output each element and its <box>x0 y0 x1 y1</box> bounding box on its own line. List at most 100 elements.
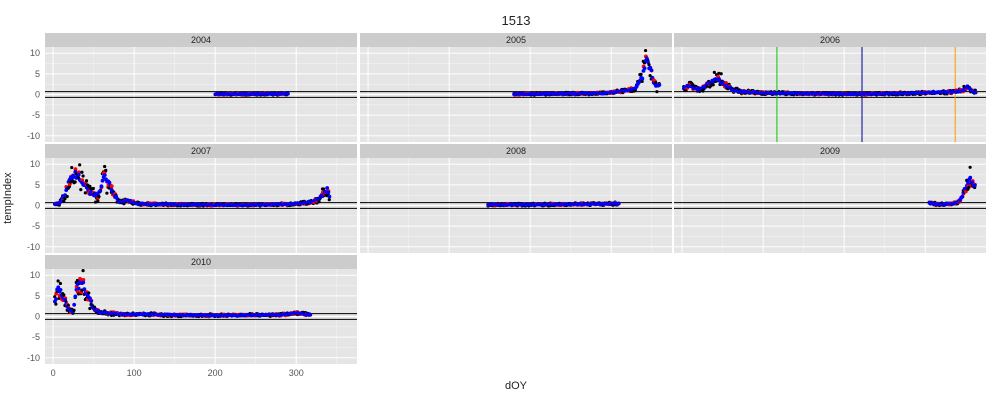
point-blue <box>72 302 77 307</box>
x-axis-title: dOY <box>505 380 528 392</box>
point-black <box>63 197 67 201</box>
point-black <box>80 170 84 174</box>
point-black <box>96 199 100 203</box>
point-blue <box>326 190 331 195</box>
point-black <box>66 303 70 308</box>
point-black <box>712 70 716 74</box>
point-black <box>640 79 644 84</box>
facet-strip <box>45 33 357 47</box>
data-points <box>52 163 332 208</box>
point-black <box>88 306 92 311</box>
point-red <box>109 184 114 189</box>
point-black <box>103 164 107 169</box>
point-blue <box>640 76 645 81</box>
facet-strip <box>674 33 986 47</box>
point-black <box>968 165 972 169</box>
point-black <box>88 184 92 188</box>
point-black <box>87 291 91 295</box>
facet-strip-label: 2010 <box>191 257 211 267</box>
point-blue <box>327 194 332 199</box>
y-tick-label: 5 <box>35 180 40 190</box>
point-black <box>327 198 331 202</box>
point-blue <box>968 175 973 180</box>
point-black <box>643 48 648 53</box>
point-blue <box>56 285 61 290</box>
point-blue <box>76 286 81 291</box>
point-red <box>73 167 78 172</box>
point-blue <box>616 201 621 206</box>
point-blue <box>81 280 86 285</box>
facet-strip <box>674 144 986 158</box>
point-blue <box>99 184 104 189</box>
data-points <box>927 165 977 208</box>
y-tick-label: -5 <box>32 332 40 342</box>
point-black <box>967 185 971 189</box>
point-black <box>83 191 87 195</box>
facet-strip-label: 2005 <box>506 35 526 45</box>
data-points <box>52 269 313 319</box>
point-blue <box>89 299 94 304</box>
y-axis-title: tempIndex <box>2 172 14 224</box>
point-blue <box>642 66 647 71</box>
data-points <box>681 70 978 97</box>
point-black <box>72 308 76 312</box>
y-tick-label: 5 <box>35 291 40 301</box>
facet-panel-2004: 2004 -10 -5 0 5 10 <box>27 33 357 142</box>
y-tick-label: -5 <box>32 221 40 231</box>
point-blue <box>82 287 87 292</box>
point-blue <box>100 178 105 183</box>
point-black <box>70 165 74 170</box>
x-tick-label: 300 <box>289 368 304 378</box>
point-blue <box>325 186 330 190</box>
point-black <box>654 80 658 85</box>
point-black <box>105 191 109 195</box>
x-tick-label: 200 <box>208 368 223 378</box>
point-black <box>56 279 60 283</box>
point-blue <box>54 297 58 302</box>
point-black <box>701 89 705 93</box>
point-black <box>322 187 326 191</box>
point-blue <box>960 194 965 199</box>
y-tick-label: 0 <box>35 312 40 322</box>
y-tick-label: 10 <box>30 270 40 280</box>
point-blue <box>966 181 970 185</box>
y-tick-label: 5 <box>35 69 40 79</box>
facet-panel-2005: 2005 <box>360 33 672 142</box>
x-tick-label: 100 <box>127 368 142 378</box>
point-blue <box>972 183 977 188</box>
x-tick-label: 0 <box>51 368 56 378</box>
point-black <box>81 174 85 178</box>
y-tick-label: -10 <box>27 353 40 363</box>
point-blue <box>98 188 103 193</box>
point-blue <box>73 294 78 299</box>
point-black <box>78 163 82 167</box>
facet-strip <box>45 255 357 269</box>
point-black <box>62 199 66 204</box>
point-blue <box>308 312 313 317</box>
point-blue <box>58 288 63 292</box>
data-points <box>213 91 290 97</box>
point-black <box>58 281 62 286</box>
y-tick-label: 0 <box>35 201 40 211</box>
point-blue <box>102 173 107 177</box>
y-tick-label: -10 <box>27 131 40 141</box>
facet-strip-label: 2007 <box>191 146 211 156</box>
facet-strip-label: 2008 <box>506 146 526 156</box>
data-points <box>512 48 662 97</box>
point-black <box>655 90 659 94</box>
point-blue <box>107 180 112 185</box>
facet-panel-2006: 2006 <box>674 33 986 142</box>
facet-strip <box>360 144 672 158</box>
point-blue <box>76 172 81 177</box>
point-blue <box>657 83 662 87</box>
point-blue <box>973 90 978 95</box>
y-tick-label: -10 <box>27 242 40 252</box>
point-black <box>719 72 723 76</box>
point-black <box>711 83 715 87</box>
facet-strip-label: 2006 <box>820 35 840 45</box>
point-black <box>648 74 652 78</box>
point-black <box>91 186 95 191</box>
